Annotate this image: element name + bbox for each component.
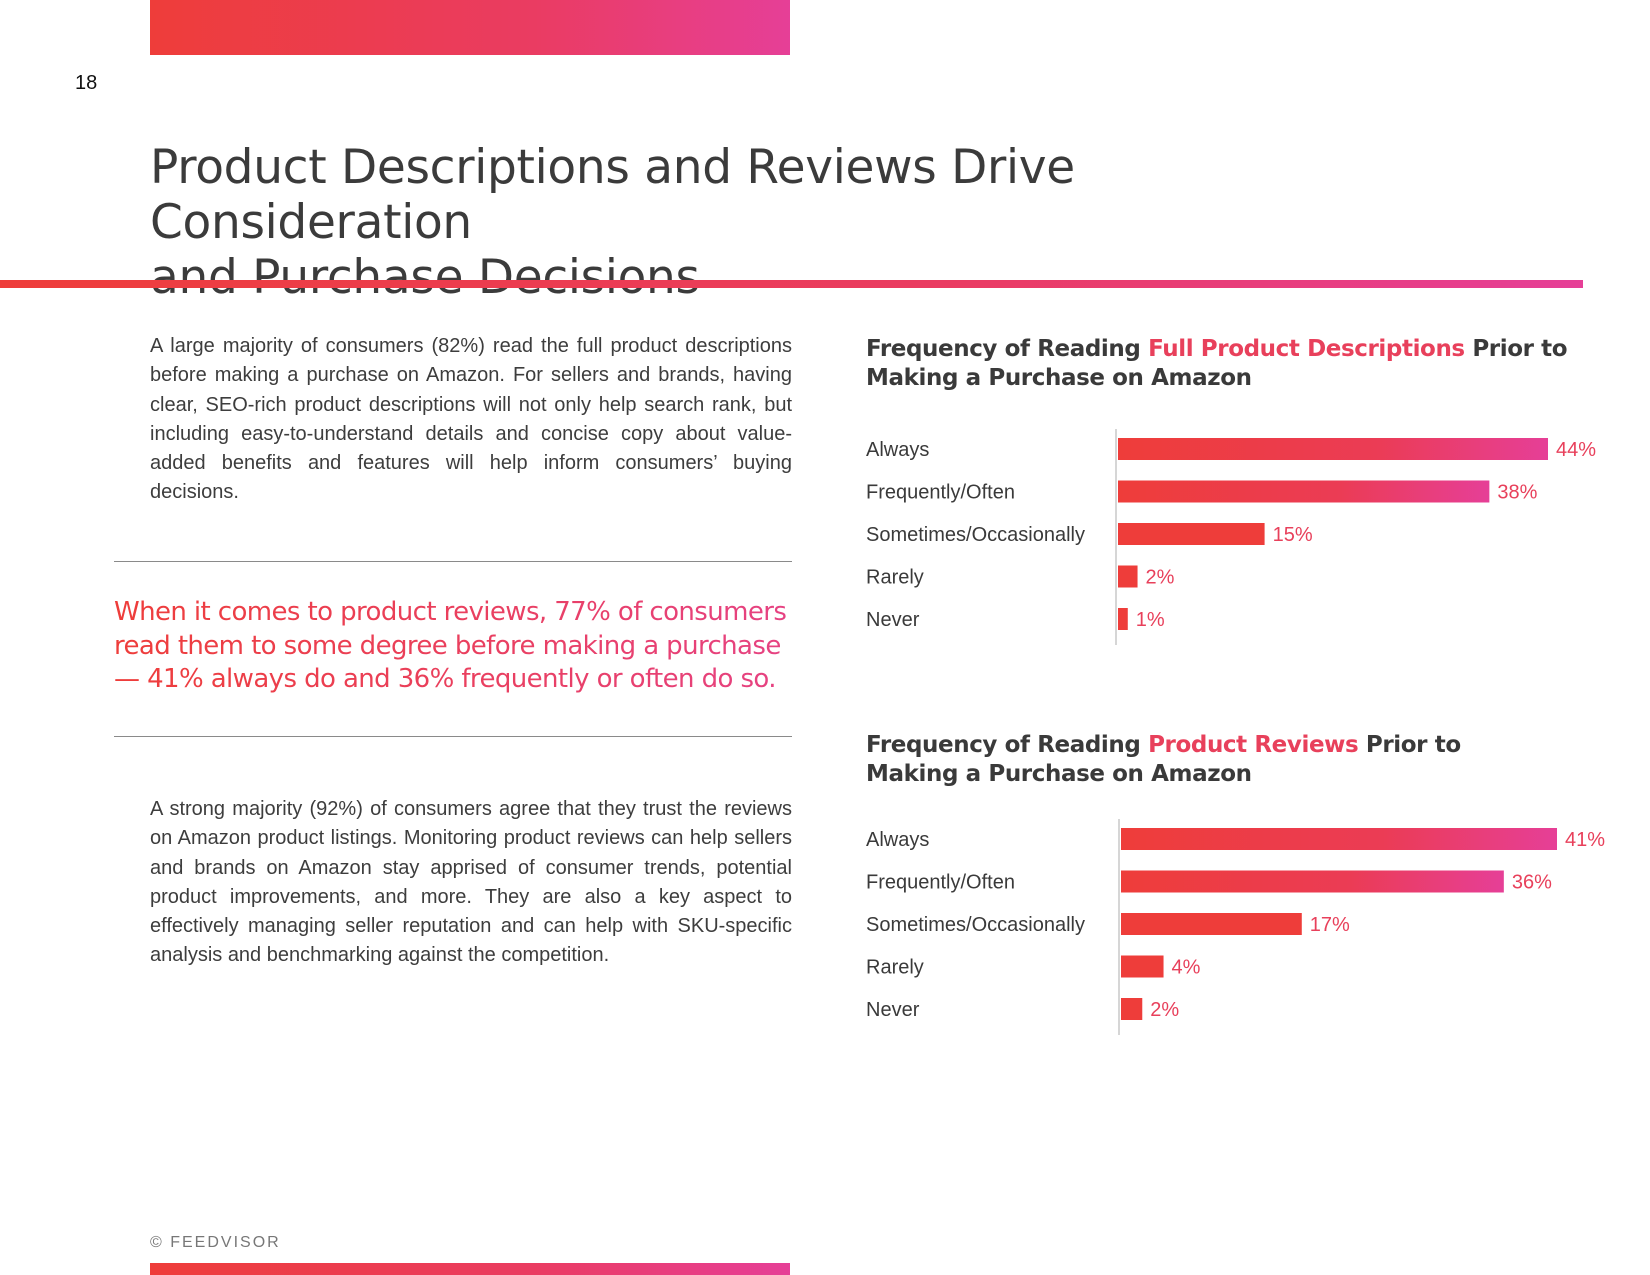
descriptions-bar-chart: Always 44% Frequently/Often 38% Sometimes/Oc… [866, 425, 1606, 655]
bar [1118, 608, 1128, 630]
bar [1118, 438, 1548, 460]
callout-bottom-rule [114, 736, 792, 737]
value-label: 17% [1310, 914, 1350, 936]
bar [1121, 955, 1164, 978]
reviews-callout: When it comes to product reviews, 77% of… [114, 596, 794, 697]
value-label: 4% [1172, 957, 1201, 979]
category-label: Always [866, 439, 929, 461]
category-label: Sometimes/Occasionally [866, 524, 1085, 546]
value-label: 44% [1556, 439, 1596, 461]
category-label: Frequently/Often [866, 872, 1015, 894]
chart-2-title-post: Prior to [1358, 732, 1461, 758]
value-label: 41% [1565, 829, 1605, 851]
chart-2-title-line-2: Making a Purchase on Amazon [866, 761, 1252, 787]
value-label: 2% [1146, 567, 1175, 589]
category-label: Always [866, 829, 929, 851]
bar [1118, 480, 1490, 503]
chart-1-title-line-2: Making a Purchase on Amazon [866, 365, 1252, 391]
value-label: 1% [1136, 609, 1165, 631]
category-label: Frequently/Often [866, 482, 1015, 504]
value-label: 15% [1273, 524, 1313, 546]
chart-1-title-post: Prior to [1464, 336, 1568, 362]
chart-1-title-pre: Frequency of Reading [866, 336, 1149, 362]
bar [1121, 828, 1557, 850]
reviews-bar-chart: Always 41% Frequently/Often 36% Sometimes/Oc… [866, 815, 1606, 1045]
value-label: 38% [1497, 482, 1537, 504]
chart-2-title: Frequency of Reading Product Reviews Pri… [866, 731, 1586, 789]
chart-2-title-pre: Frequency of Reading [866, 732, 1149, 758]
category-label: Never [866, 999, 920, 1021]
bar [1121, 870, 1504, 893]
bar [1118, 565, 1138, 588]
value-label: 2% [1150, 999, 1179, 1021]
chart-2-title-highlight: Product Reviews [1148, 732, 1359, 758]
chart-1-title-highlight: Full Product Descriptions [1148, 336, 1465, 362]
callout-top-rule [114, 561, 792, 562]
bar [1121, 913, 1302, 935]
category-label: Never [866, 609, 920, 631]
descriptions-paragraph: A large majority of consumers (82%) read… [150, 335, 792, 504]
value-label: 36% [1512, 872, 1552, 894]
title-divider-bar [0, 280, 1583, 288]
page-title-line-1: Product Descriptions and Reviews Drive C… [150, 140, 1075, 250]
top-accent-bar [150, 0, 790, 55]
bar [1121, 998, 1143, 1020]
bar [1118, 523, 1265, 545]
footer-copyright: © FEEDVISOR [150, 1234, 281, 1251]
page-number: 18 [75, 72, 98, 94]
category-label: Rarely [866, 957, 924, 979]
page-title-line-2: and Purchase Decisions [150, 250, 700, 305]
chart-1-title: Frequency of Reading Full Product Descri… [866, 335, 1586, 393]
category-label: Sometimes/Occasionally [866, 914, 1085, 936]
reviews-paragraph: A strong majority (92%) of consumers agr… [150, 798, 792, 967]
bottom-accent-bar [150, 1263, 790, 1275]
page-title: Product Descriptions and Reviews Drive C… [150, 140, 1350, 305]
category-label: Rarely [866, 567, 924, 589]
